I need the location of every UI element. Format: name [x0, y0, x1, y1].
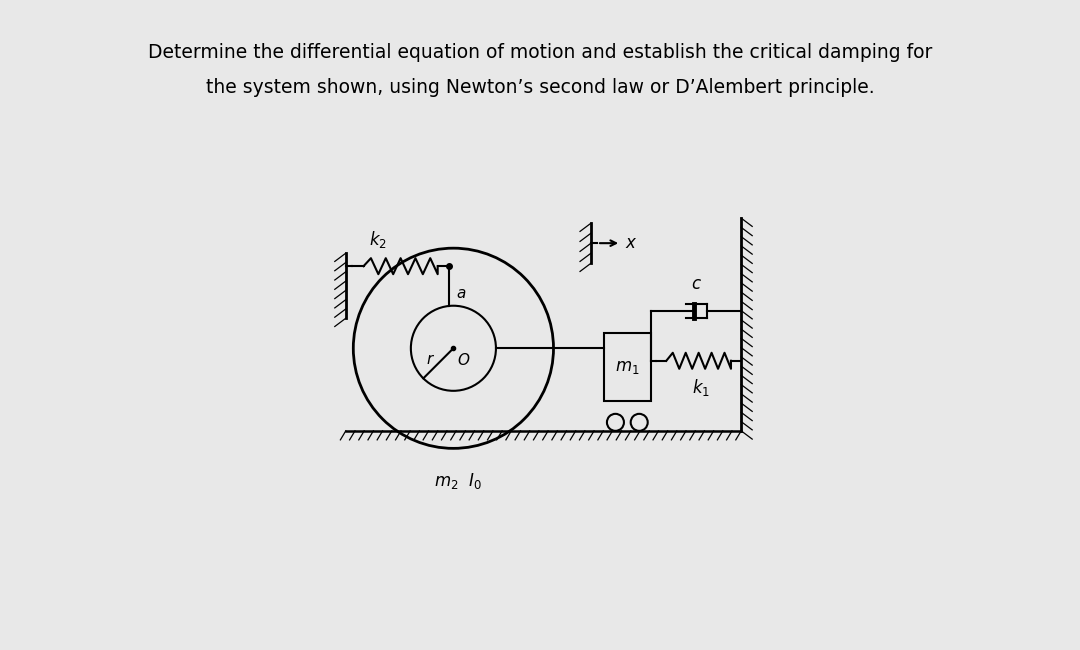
- Text: $k_2$: $k_2$: [369, 229, 388, 250]
- Text: $x$: $x$: [625, 234, 637, 252]
- Text: $c$: $c$: [691, 275, 702, 292]
- Text: $m_1$: $m_1$: [615, 358, 639, 376]
- Text: $k_1$: $k_1$: [692, 377, 711, 398]
- Text: $m_2$  $I_0$: $m_2$ $I_0$: [434, 471, 483, 491]
- Text: $r$: $r$: [427, 352, 435, 367]
- Bar: [604, 333, 651, 401]
- Text: $O$: $O$: [458, 352, 471, 369]
- Text: $a$: $a$: [457, 286, 467, 301]
- Text: Determine the differential equation of motion and establish the critical damping: Determine the differential equation of m…: [148, 42, 932, 62]
- Text: the system shown, using Newton’s second law or D’Alembert principle.: the system shown, using Newton’s second …: [205, 78, 875, 98]
